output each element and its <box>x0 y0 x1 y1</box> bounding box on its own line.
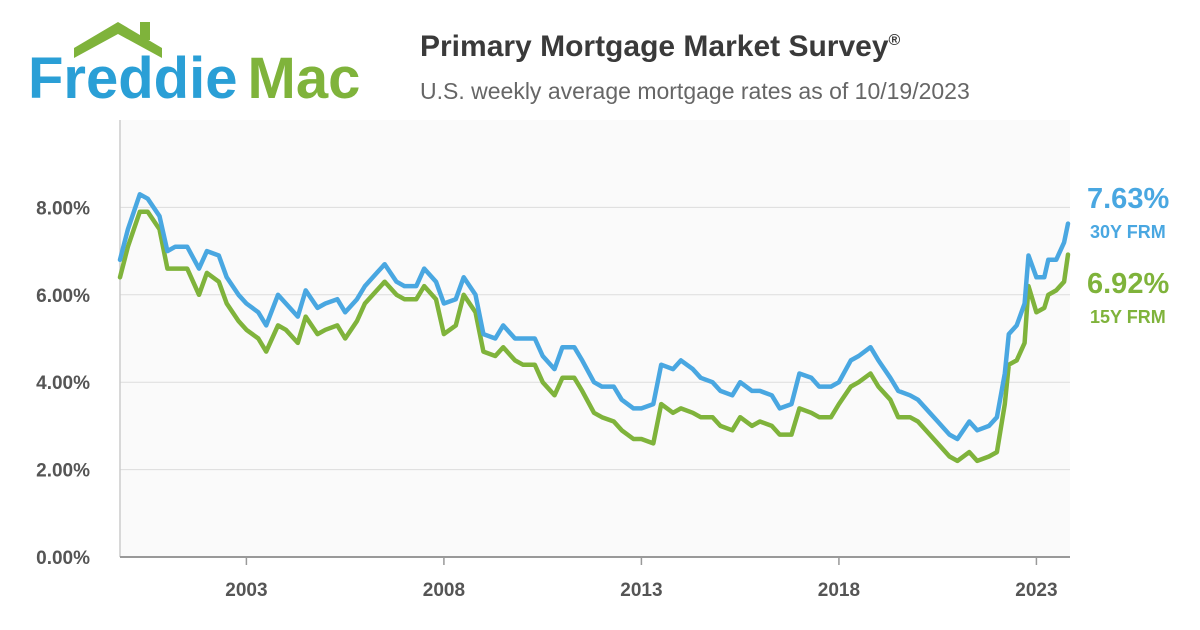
series-15y-name: 15Y FRM <box>1090 307 1166 327</box>
logo-wordmark: Freddie Mac <box>28 46 360 111</box>
y-tick-label: 6.00% <box>36 286 90 307</box>
value-30y-label: 7.63% <box>1087 183 1170 215</box>
x-tick-label: 2008 <box>423 580 465 601</box>
series-30y-line <box>117 192 1071 442</box>
series-30y-name: 30Y FRM <box>1090 222 1166 242</box>
x-tick-label: 2023 <box>1015 580 1057 601</box>
x-tick-label: 2003 <box>225 580 267 601</box>
freddie-mac-logo: Freddie Mac <box>28 22 360 111</box>
plot-area <box>120 120 1070 557</box>
y-tick-label: 4.00% <box>36 373 90 394</box>
x-tick-label: 2013 <box>620 580 662 601</box>
chart-subtitle: U.S. weekly average mortgage rates as of… <box>420 78 970 104</box>
chart-title: Primary Mortgage Market Survey® <box>420 30 901 63</box>
value-15y-label: 6.92% <box>1087 268 1170 300</box>
series-15y-line <box>117 209 1071 464</box>
house-chimney-icon <box>140 22 150 40</box>
y-tick-label: 2.00% <box>36 461 90 482</box>
x-tick-label: 2018 <box>818 580 860 601</box>
y-tick-label: 0.00% <box>36 548 90 569</box>
y-tick-label: 8.00% <box>36 198 90 219</box>
